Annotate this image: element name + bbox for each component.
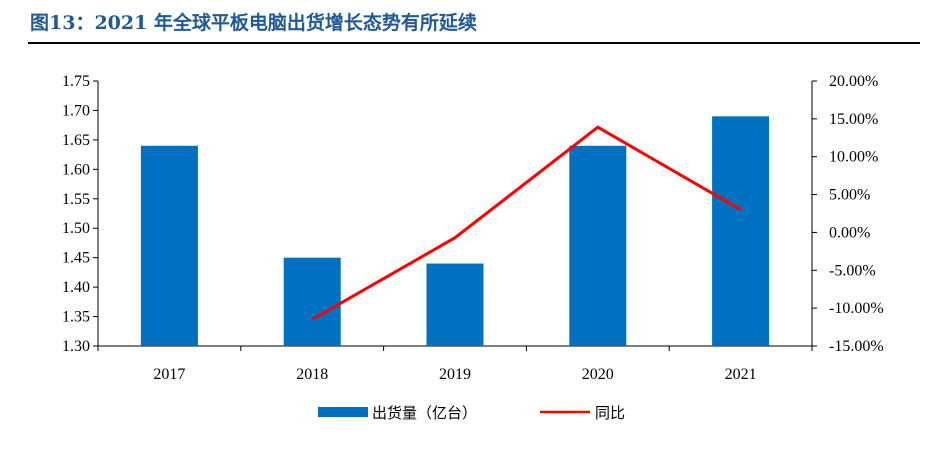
x-tick-label: 2017 xyxy=(153,366,185,383)
bar-2018 xyxy=(283,257,341,346)
x-tick-label: 2020 xyxy=(582,366,614,383)
right-axis: -15.00% -10.00% -5.00% 0.00% 5.00% 10.00% 15.0… xyxy=(811,73,884,355)
line-series xyxy=(311,125,742,321)
right-tick-label: 15.00% xyxy=(829,111,878,128)
left-tick-label: 1.45 xyxy=(62,250,90,267)
left-tick-label: 1.75 xyxy=(62,73,90,90)
left-tick-label: 1.65 xyxy=(62,132,90,149)
left-tick-label: 1.60 xyxy=(62,161,90,178)
legend: 出货量（亿台） 同比 xyxy=(318,404,625,422)
left-tick-label: 1.50 xyxy=(62,220,90,237)
x-tick-label: 2019 xyxy=(439,366,471,383)
x-axis: 2017 2018 2019 2020 2021 xyxy=(97,345,813,383)
bar-2020 xyxy=(569,145,627,346)
yoy-line xyxy=(311,125,742,321)
left-axis: 1.30 1.35 1.40 1.45 1.50 1.55 1.60 1.65 1.70 1.75 xyxy=(62,73,99,355)
x-tick-label: 2021 xyxy=(725,366,757,383)
left-tick-label: 1.35 xyxy=(62,309,90,326)
title-divider xyxy=(28,42,920,44)
left-tick-label: 1.40 xyxy=(62,279,90,296)
legend-line-label: 同比 xyxy=(595,404,625,422)
right-tick-label: -10.00% xyxy=(829,300,884,317)
figure-title: 图13：2021 年全球平板电脑出货增长态势有所延续 xyxy=(30,12,477,34)
legend-bar-label: 出货量（亿台） xyxy=(372,404,477,422)
left-tick-label: 1.30 xyxy=(62,338,90,355)
x-tick-label: 2018 xyxy=(296,366,328,383)
right-tick-label: 20.00% xyxy=(829,73,878,90)
bar-2021 xyxy=(712,116,770,346)
legend-bar-swatch xyxy=(318,407,368,417)
right-tick-label: 0.00% xyxy=(829,224,870,241)
bar-series xyxy=(140,116,770,346)
right-tick-label: -15.00% xyxy=(829,338,884,355)
left-tick-label: 1.70 xyxy=(62,102,90,119)
right-tick-label: 10.00% xyxy=(829,149,878,166)
left-tick-label: 1.55 xyxy=(62,191,90,208)
bar-2017 xyxy=(140,145,198,346)
right-tick-label: -5.00% xyxy=(829,262,876,279)
bar-2019 xyxy=(426,263,484,346)
right-tick-label: 5.00% xyxy=(829,187,870,204)
